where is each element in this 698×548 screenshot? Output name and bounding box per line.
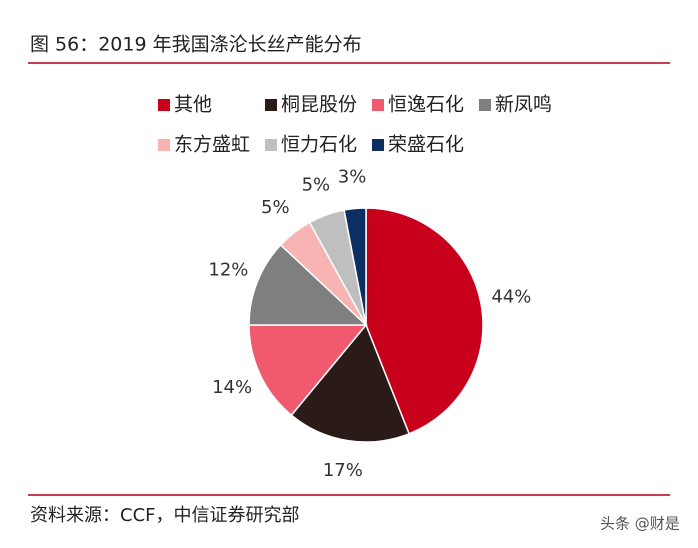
legend-swatch — [158, 139, 170, 151]
data-label: 44% — [491, 286, 531, 307]
legend-swatch — [158, 99, 170, 111]
watermark: 头条 @财是 — [600, 515, 680, 533]
data-label: 5% — [302, 175, 331, 196]
legend-label: 桐昆股份 — [281, 94, 357, 116]
data-label: 17% — [323, 460, 363, 481]
legend-label: 恒逸石化 — [388, 94, 464, 116]
source: 资料来源：CCF，中信证券研究部 — [30, 505, 300, 526]
chart-title: 图 56：2019 年我国涤沦长丝产能分布 — [30, 34, 362, 56]
pie-slice — [248, 243, 368, 326]
legend-label: 恒力石化 — [281, 134, 357, 156]
data-label: 5% — [261, 197, 290, 218]
legend-label: 其他 — [174, 94, 212, 116]
data-label: 3% — [338, 167, 367, 188]
legend-swatch — [479, 99, 491, 111]
pie-slice — [343, 207, 367, 326]
legend-label: 东方盛虹 — [174, 134, 250, 156]
data-label: 12% — [208, 260, 248, 281]
pie-slice — [248, 324, 368, 417]
legend-swatch — [372, 139, 384, 151]
legend-swatch — [265, 139, 277, 151]
legend-swatch — [372, 99, 384, 111]
data-label: 14% — [212, 377, 252, 398]
pie-slice — [365, 207, 484, 435]
pie-slice — [290, 323, 411, 443]
legend-label: 新凤鸣 — [495, 94, 552, 116]
legend-swatch — [265, 99, 277, 111]
legend-label: 荣盛石化 — [388, 134, 464, 156]
